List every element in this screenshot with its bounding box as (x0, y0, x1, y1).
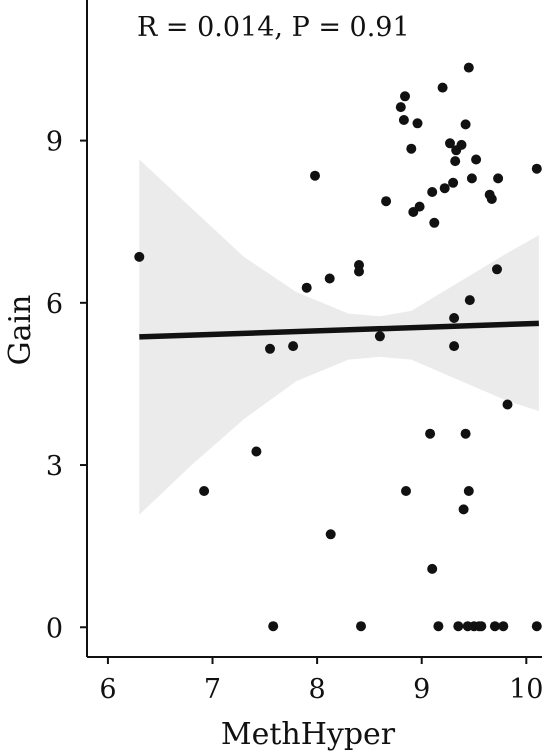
data-point (471, 154, 482, 165)
data-point (268, 621, 279, 632)
data-point (199, 486, 210, 496)
data-point (412, 118, 423, 129)
data-point (453, 621, 464, 632)
data-point (406, 143, 417, 154)
x-tick-label: 10 (509, 674, 542, 705)
data-point (425, 428, 436, 439)
data-point (134, 251, 145, 262)
data-point (427, 187, 438, 197)
data-point (531, 621, 542, 632)
data-point (381, 196, 392, 207)
regression-line (139, 320, 539, 340)
data-point (463, 62, 474, 73)
data-point (429, 217, 440, 228)
data-point (458, 504, 469, 515)
axes-layer (86, 0, 542, 658)
data-point (414, 201, 425, 212)
x-tick-label: 6 (99, 674, 116, 705)
y-tick-label: 0 (46, 613, 63, 644)
x-tick-label: 7 (204, 674, 221, 705)
data-point (427, 563, 438, 574)
regression-line-layer (139, 320, 539, 340)
data-point (400, 91, 410, 102)
data-point (456, 139, 467, 150)
data-point (498, 621, 509, 632)
data-point (464, 295, 475, 306)
data-point (486, 194, 497, 204)
x-tick-label: 8 (309, 674, 326, 705)
data-point (492, 264, 502, 275)
data-point (439, 183, 450, 194)
data-point (450, 156, 461, 167)
data-point (395, 102, 406, 113)
data-point (502, 399, 513, 410)
data-point (460, 428, 471, 439)
data-point (493, 173, 504, 184)
correlation-annotation: R = 0.014, P = 0.91 (137, 12, 410, 43)
data-point (288, 341, 299, 352)
y-axis-title: Gain (3, 295, 38, 366)
data-point (463, 486, 474, 496)
data-point (437, 82, 448, 93)
y-tick-label: 6 (46, 289, 63, 320)
data-point (476, 621, 487, 632)
data-point (449, 313, 460, 323)
data-point (324, 273, 335, 284)
data-point (449, 341, 460, 352)
data-point (310, 170, 320, 181)
data-point (356, 621, 366, 632)
data-point (251, 446, 262, 457)
data-point (325, 529, 336, 540)
data-point (460, 119, 471, 130)
data-point (531, 163, 542, 174)
data-point (448, 177, 459, 188)
data-point (301, 282, 312, 293)
confidence-band-layer (139, 159, 539, 515)
data-point (374, 331, 385, 342)
x-axis-title: MethHyper (221, 717, 396, 752)
y-tick-label: 9 (46, 127, 63, 158)
data-point (433, 621, 444, 632)
y-tick-label: 3 (46, 451, 63, 482)
data-point (398, 115, 409, 125)
data-point (466, 173, 477, 184)
data-point (265, 343, 275, 354)
x-tick-label: 9 (413, 674, 430, 705)
confidence-band (139, 159, 539, 515)
data-points-layer (134, 62, 542, 632)
ticks-layer: 6 7 8 9 10 0 3 6 9 (46, 127, 542, 705)
data-point (401, 486, 411, 496)
data-point (445, 138, 455, 149)
data-point (489, 621, 500, 632)
data-point (354, 266, 364, 277)
